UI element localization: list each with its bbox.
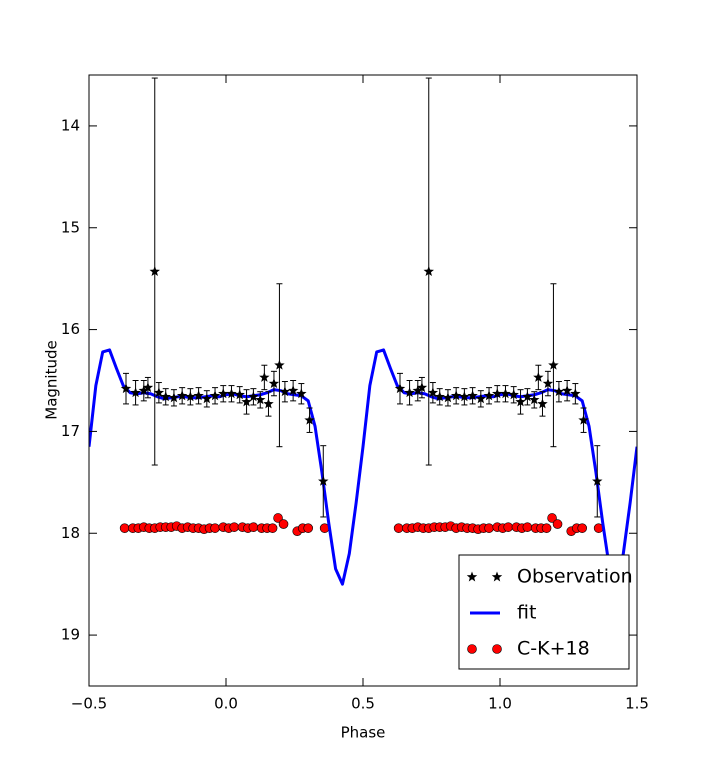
ck18-point [119,523,130,533]
y-tick-label: 19 [61,626,80,644]
plot-frame [88,74,638,687]
observation-point [149,266,160,276]
x-tick-label: 0.0 [214,695,238,713]
observation-point [537,398,548,409]
observation-point [529,394,540,405]
observation-point [304,414,315,425]
observation-point [427,387,439,398]
ck18-point [484,523,494,533]
observation-point [153,387,165,398]
ck18-point [503,522,514,532]
y-axis-label: Magnitude [43,340,61,419]
legend-marker [491,571,503,582]
observation-point [279,386,291,397]
observation-point [515,396,526,407]
y-tick-label: 14 [61,116,80,134]
observation-point [522,391,533,402]
ck18-point [541,523,552,533]
ck18-point [577,523,588,533]
observation-point [226,388,237,399]
ck18-point [303,523,314,533]
observation-point [450,390,462,401]
ck18-point [267,523,278,533]
observation-point [255,394,266,405]
observation-point [442,392,454,403]
observation-point [218,388,229,399]
observation-point [138,385,150,396]
observation-point [423,266,434,276]
observation-point [578,414,589,425]
observation-point [160,391,171,402]
observation-point [412,385,424,396]
observation-point [209,390,221,401]
observation-point [241,396,252,407]
x-axis-label: Phase [341,724,386,742]
axes-layer: −0.5 0.0 0.5 1.0 1.5 14 15 16 17 18 19 [61,75,649,713]
observation-point [404,387,415,398]
y-tick-label: 17 [61,422,80,440]
legend-marker [467,644,477,654]
observation-point [248,391,259,402]
x-tick-label: 1.0 [488,695,512,713]
y-tick-label: 18 [61,524,80,542]
observation-point [287,385,299,396]
observation-point [508,389,519,400]
observation-point [234,389,245,400]
ck18-point [248,522,259,532]
observation-point [500,388,511,399]
ck18-point [522,522,533,532]
plot-layer [89,77,637,586]
observation-point [394,383,406,394]
observation-point [268,378,280,388]
observation-point [548,359,559,370]
legend: Observation fit C-K+18 [458,554,633,670]
ck18-point [552,519,563,529]
observation-point [259,371,270,382]
x-tick-label: 1.5 [625,695,649,713]
y-tick-label: 15 [61,218,80,236]
legend-marker [492,644,502,654]
observation-point [274,359,285,370]
legend-marker [466,571,478,582]
observation-point [542,378,554,388]
ck18-point [273,513,283,523]
observation-point [483,390,495,401]
observation-point [434,391,445,402]
legend-label: fit [517,602,536,624]
observation-point [416,382,428,393]
ck18-point [547,513,557,523]
observation-point [130,387,141,398]
ck18-point [278,519,289,529]
legend-label: Observation [517,566,633,588]
observation-point [120,383,132,394]
ck18-point [210,523,220,533]
observation-point [570,388,581,399]
observation-point [475,393,487,404]
observation-point [533,371,544,382]
observation-point [592,475,603,486]
observation-point [176,390,188,401]
ck18-point [229,522,240,532]
x-tick-label: 0.5 [351,695,375,713]
observation-point [263,398,274,409]
observation-point [185,391,196,402]
x-tick-label: −0.5 [71,695,107,713]
observation-point [296,388,307,399]
observation-point [553,386,565,397]
y-tick-label: 16 [61,320,80,338]
observation-point [467,390,478,401]
observation-point [193,390,204,401]
ck18-point [393,523,404,533]
observation-point [168,392,180,403]
observation-point [492,388,503,399]
observation-point [201,393,213,404]
legend-label: C-K+18 [517,638,590,660]
observation-point [459,391,470,402]
observation-point [142,382,154,393]
observation-point [318,475,329,486]
observation-point [561,385,573,396]
